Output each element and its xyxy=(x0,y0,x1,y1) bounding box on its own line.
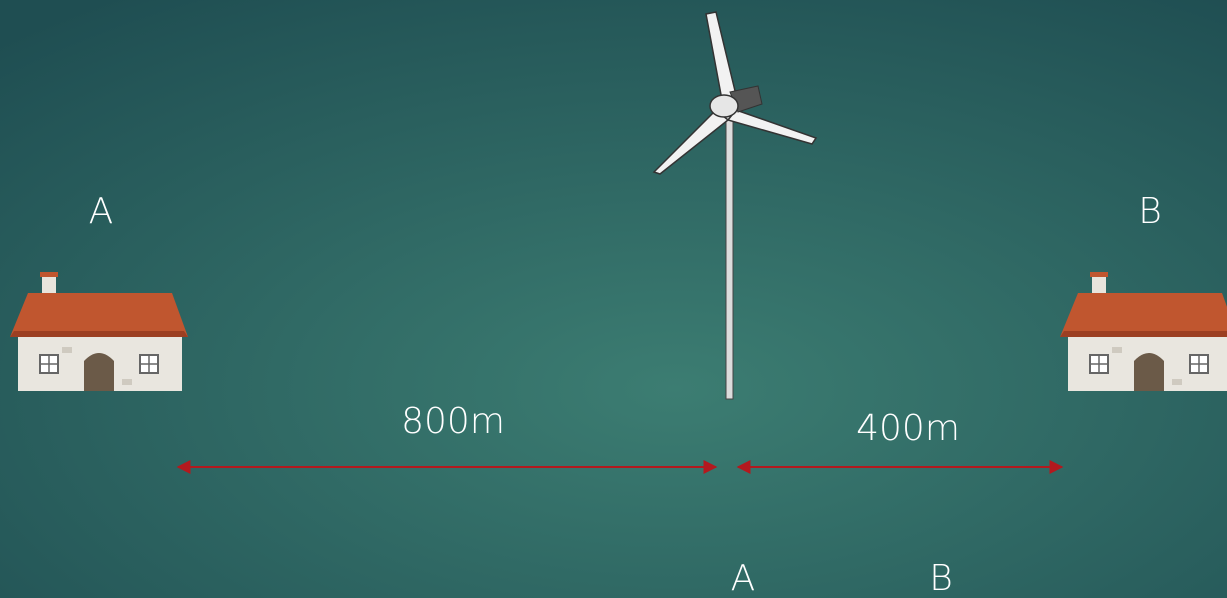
footer-label: A xyxy=(731,558,756,598)
distance-label: 800m xyxy=(401,401,505,442)
background xyxy=(0,0,1227,598)
footer-label: B xyxy=(929,558,953,598)
house-label: B xyxy=(1138,191,1162,232)
house-label: A xyxy=(89,191,114,232)
distance-label: 400m xyxy=(856,408,960,449)
page: A B 800m 400m A B (() => { const data = … xyxy=(0,0,1227,598)
slide: A B 800m 400m A B xyxy=(0,0,1227,598)
